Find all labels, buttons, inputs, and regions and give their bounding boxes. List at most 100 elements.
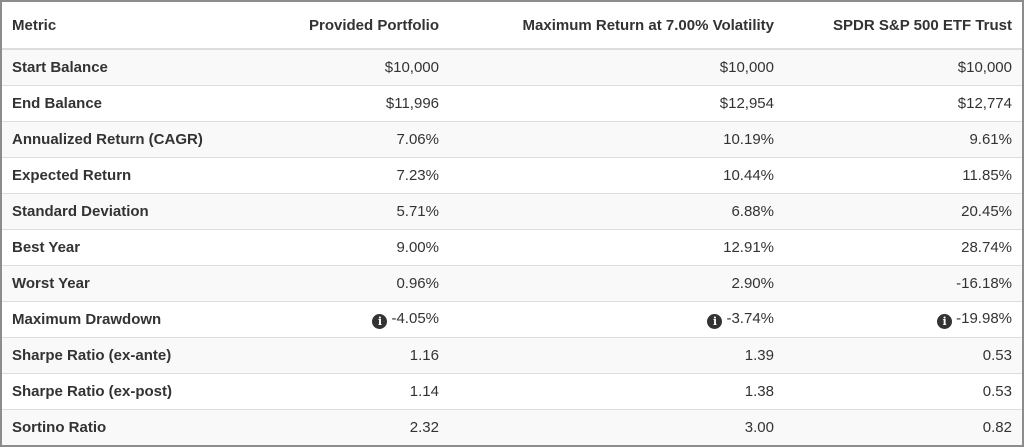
metric-value-cell: 2.90% [449,264,784,301]
metric-value: $10,000 [957,58,1012,76]
table-row: Standard Deviation 5.71% 6.88% 20.45% [2,192,1022,229]
metric-label: Worst Year [2,264,242,301]
metric-value: -3.74% [726,309,774,327]
metric-value: 7.06% [396,130,439,148]
metric-value-cell: 10.19% [449,120,784,157]
column-header-maximum-return: Maximum Return at 7.00% Volatility [449,2,784,50]
metric-value: 9.00% [396,238,439,256]
info-circle-icon[interactable]: i [707,313,723,329]
metric-value: 10.44% [723,166,774,184]
table-row: Worst Year 0.96% 2.90% -16.18% [2,264,1022,301]
header-row: Metric Provided Portfolio Maximum Return… [2,2,1022,50]
metric-value: $10,000 [719,58,774,76]
metric-value-cell: 9.61% [784,120,1022,157]
info-circle-icon[interactable]: i [372,313,388,329]
metric-label: Maximum Drawdown [2,300,242,337]
metric-value-cell: 1.16 [242,336,449,373]
column-header-provided-portfolio: Provided Portfolio [242,2,449,50]
metric-value: 3.00 [744,418,774,436]
metric-value: 0.53 [982,346,1012,364]
table-row: Sortino Ratio 2.32 3.00 0.82 [2,408,1022,445]
metric-value-cell: 0.53 [784,372,1022,409]
metric-value: $12,954 [719,94,774,112]
table-row: Expected Return 7.23% 10.44% 11.85% [2,156,1022,193]
metric-label: Start Balance [2,48,242,85]
metric-value: -4.05% [391,309,439,327]
metric-value: 6.88% [731,202,774,220]
metric-label: Standard Deviation [2,192,242,229]
metric-value: 20.45% [961,202,1012,220]
metric-value-cell: -16.18% [784,264,1022,301]
table-row: Sharpe Ratio (ex-post) 1.14 1.38 0.53 [2,372,1022,409]
metric-value-cell: $11,996 [242,84,449,121]
metric-value-cell: i -19.98% [784,300,1022,337]
metric-value-cell: 0.82 [784,408,1022,445]
metric-value-cell: i -4.05% [242,300,449,337]
metric-value-cell: 2.32 [242,408,449,445]
metric-value-cell: $10,000 [449,48,784,85]
metric-value: 0.96% [396,274,439,292]
table-row: Sharpe Ratio (ex-ante) 1.16 1.39 0.53 [2,336,1022,373]
metric-value: $10,000 [384,58,439,76]
metric-value-cell: $10,000 [242,48,449,85]
metric-value: 9.61% [969,130,1012,148]
metric-label: Best Year [2,228,242,265]
metric-value-cell: 3.00 [449,408,784,445]
metric-value: 12.91% [723,238,774,256]
metric-label: End Balance [2,84,242,121]
table-row: Start Balance $10,000 $10,000 $10,000 [2,48,1022,85]
metric-value-cell: 0.53 [784,336,1022,373]
metric-value: 5.71% [396,202,439,220]
metric-value-cell: $12,954 [449,84,784,121]
info-circle-icon[interactable]: i [937,313,953,329]
metric-value-cell: 1.38 [449,372,784,409]
metric-value: 1.16 [409,346,439,364]
column-header-spdr-etf: SPDR S&P 500 ETF Trust [784,2,1022,50]
metric-value-cell: 12.91% [449,228,784,265]
metric-value-cell: $12,774 [784,84,1022,121]
metric-value: $11,996 [385,94,439,112]
table-row: Maximum Drawdown i -4.05% i -3.74% i -19.98% [2,300,1022,337]
metric-value-cell: 1.39 [449,336,784,373]
metric-value-cell: 11.85% [784,156,1022,193]
metric-value-cell: 10.44% [449,156,784,193]
metric-value-cell: $10,000 [784,48,1022,85]
metric-value: 1.14 [409,382,439,400]
metric-value: 2.32 [409,418,439,436]
table-body: Start Balance $10,000 $10,000 $10,000 End Ba… [2,48,1022,445]
metric-label: Annualized Return (CAGR) [2,120,242,157]
metric-label: Sharpe Ratio (ex-ante) [2,336,242,373]
metric-value: 11.85% [962,166,1012,184]
metric-value-cell: 7.23% [242,156,449,193]
metric-value-cell: i -3.74% [449,300,784,337]
table-row: Annualized Return (CAGR) 7.06% 10.19% 9.61% [2,120,1022,157]
metric-value-cell: 28.74% [784,228,1022,265]
metric-label: Sortino Ratio [2,408,242,445]
table-row: Best Year 9.00% 12.91% 28.74% [2,228,1022,265]
metric-label: Expected Return [2,156,242,193]
metric-value: 0.53 [982,382,1012,400]
metric-value-cell: 5.71% [242,192,449,229]
metric-value: 1.39 [744,346,774,364]
metric-value-cell: 0.96% [242,264,449,301]
metric-value: 2.90% [731,274,774,292]
column-header-metric: Metric [2,2,242,50]
metric-value-cell: 1.14 [242,372,449,409]
metric-value: -16.18% [956,274,1012,292]
metric-value: -19.98% [956,309,1012,327]
table-row: End Balance $11,996 $12,954 $12,774 [2,84,1022,121]
metric-value: 28.74% [961,238,1012,256]
metric-value-cell: 6.88% [449,192,784,229]
table-header: Metric Provided Portfolio Maximum Return… [2,2,1022,50]
metric-value: 0.82 [982,418,1012,436]
metric-value: 1.38 [744,382,774,400]
metric-value-cell: 7.06% [242,120,449,157]
metric-value: $12,774 [957,94,1012,112]
metric-label: Sharpe Ratio (ex-post) [2,372,242,409]
metric-value: 7.23% [396,166,439,184]
metric-value-cell: 20.45% [784,192,1022,229]
metric-value: 10.19% [723,130,774,148]
metric-value-cell: 9.00% [242,228,449,265]
